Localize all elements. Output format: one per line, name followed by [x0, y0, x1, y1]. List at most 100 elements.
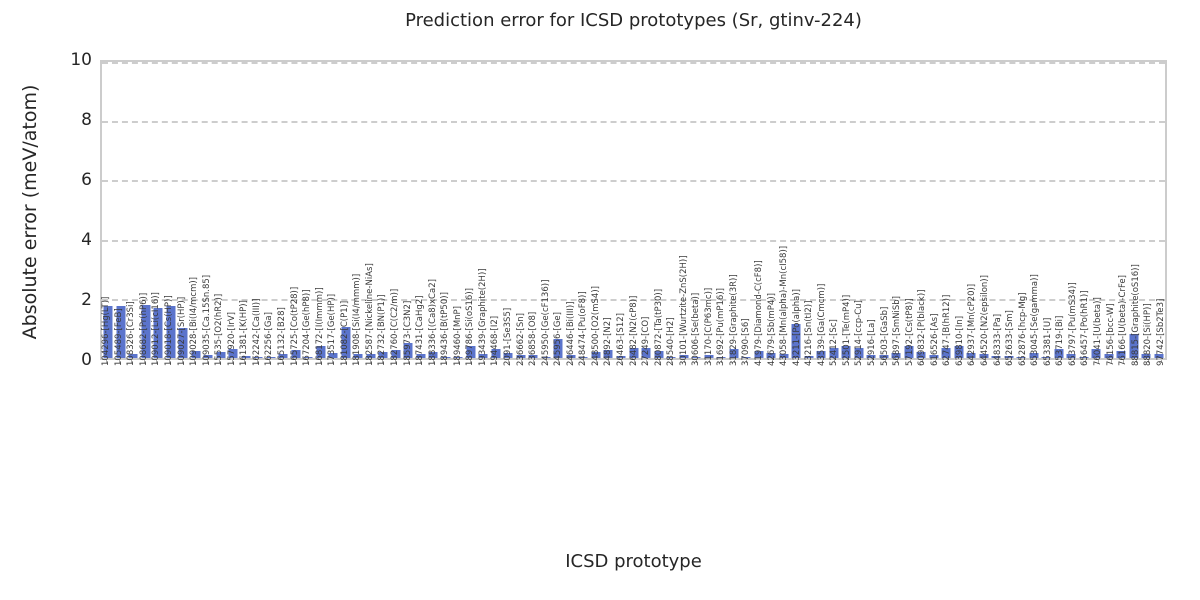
x-tick-label: 109018-[Cs(HP)] — [164, 295, 175, 366]
bar — [1004, 355, 1014, 358]
bar — [491, 349, 501, 358]
x-tick-mark — [420, 360, 422, 363]
bar — [829, 348, 839, 358]
x-tick-mark — [231, 360, 233, 363]
x-tick-label: 109027-[Sr(HP)] — [176, 296, 187, 366]
x-tick-label: 189436-[B(tP50)] — [440, 292, 451, 366]
x-tick-label: 168172-[I(Immm)] — [314, 287, 325, 366]
x-tick-mark — [118, 360, 120, 363]
x-tick-label: 76156-[bcc-W] — [1105, 303, 1116, 366]
x-tick-mark — [683, 360, 685, 363]
x-tick-label: 189460-[MnP] — [452, 306, 463, 366]
x-tick-label: 41979-[Diamond-C(cF8)] — [754, 260, 765, 366]
x-tick-label: 88815-[Graphite(oS16)] — [1130, 264, 1141, 366]
x-tick-mark — [507, 360, 509, 363]
x-tick-label: 248474-[Pu(oF8)] — [578, 291, 589, 366]
x-tick-mark — [972, 360, 974, 363]
x-tick-label: 656457-[Po(hR1)] — [1080, 290, 1091, 366]
bar — [1054, 349, 1064, 358]
x-tick-mark — [445, 360, 447, 363]
grid-line — [102, 121, 1165, 124]
x-tick-mark — [394, 360, 396, 363]
x-tick-mark — [884, 360, 886, 363]
x-tick-mark — [294, 360, 296, 363]
x-tick-mark — [708, 360, 710, 363]
x-tick-mark — [1097, 360, 1099, 363]
x-tick-label: 15535-[O2(hR2)] — [214, 293, 225, 366]
x-tick-label: 181908-[Si(I4/mmm)] — [352, 273, 363, 366]
bar — [241, 355, 251, 358]
x-tick-label: 185973-[C3N2] — [402, 300, 413, 366]
bar — [428, 352, 438, 358]
x-tick-label: 108326-[Cr3Si] — [126, 301, 137, 366]
bar — [516, 355, 526, 358]
x-tick-label: 162242-[Ca(III)] — [251, 298, 262, 366]
x-tick-label: 105489-[FeB] — [113, 308, 124, 366]
x-tick-mark — [432, 360, 434, 363]
bar — [854, 348, 864, 358]
x-tick-mark — [369, 360, 371, 363]
bar — [453, 357, 463, 358]
bar — [203, 355, 213, 358]
x-tick-mark — [997, 360, 999, 363]
bar — [1029, 353, 1039, 358]
x-tick-mark — [959, 360, 961, 363]
x-tick-mark — [344, 360, 346, 363]
bar — [1141, 353, 1151, 358]
x-tick-mark — [1010, 360, 1012, 363]
x-tick-label: 245950-[Ge(cF136)] — [540, 279, 551, 366]
bar — [153, 307, 163, 358]
x-tick-label: 109035-[Ca.15Sn.85] — [201, 274, 212, 366]
bar — [116, 306, 126, 358]
x-tick-mark — [658, 360, 660, 363]
x-tick-label: 248500-[O2(mS4)] — [590, 286, 601, 366]
x-tick-mark — [633, 360, 635, 363]
x-tick-label: 245956-[Ge] — [553, 312, 564, 366]
x-tick-label: 43539-[Ga(Cmcm)] — [816, 283, 827, 366]
x-tick-label: 76166-[U(beta)-CrFe] — [1118, 275, 1129, 366]
bar — [1154, 353, 1164, 358]
grid-line — [102, 298, 1165, 301]
x-tick-label: 188336-[(Ca8)xCa2] — [427, 279, 438, 366]
bar — [841, 346, 851, 358]
bar — [191, 350, 201, 358]
x-tick-mark — [131, 360, 133, 363]
bar — [128, 353, 138, 358]
bar — [616, 355, 626, 358]
x-tick-mark — [696, 360, 698, 363]
x-tick-label: 24892-[N2] — [603, 317, 614, 366]
bar — [591, 352, 601, 358]
x-tick-mark — [106, 360, 108, 363]
chart-title: Prediction error for ICSD prototypes (Sr… — [405, 10, 862, 31]
bar — [528, 355, 538, 358]
x-tick-label: 43058-[Mn(alpha)-Mn(cI58)] — [779, 245, 790, 366]
bar — [141, 304, 151, 358]
x-tick-label: 76041-[U(beta)] — [1092, 297, 1103, 366]
x-tick-label: 43211-[Po(alpha)] — [791, 289, 802, 366]
x-tick-mark — [482, 360, 484, 363]
x-tick-mark — [1060, 360, 1062, 363]
bar — [1079, 357, 1089, 358]
x-tick-label: 165132-[B28] — [277, 307, 288, 366]
x-tick-mark — [219, 360, 221, 363]
bar — [316, 346, 326, 358]
x-tick-label: 236858-[O8] — [528, 311, 539, 366]
bar — [904, 346, 914, 358]
bar — [654, 350, 663, 358]
x-tick-mark — [984, 360, 986, 363]
x-tick-label: 108682-[Pr(hP6)] — [138, 292, 149, 366]
x-tick-mark — [1047, 360, 1049, 363]
x-tick-mark — [206, 360, 208, 363]
x-tick-mark — [269, 360, 271, 363]
x-tick-mark — [583, 360, 585, 363]
bar — [166, 306, 176, 358]
bar — [553, 338, 563, 358]
bar — [103, 306, 113, 358]
bar — [1104, 353, 1114, 358]
x-tick-label: 52916-[La] — [867, 319, 877, 366]
bar — [578, 357, 588, 358]
x-tick-mark — [1035, 360, 1037, 363]
bar — [228, 349, 238, 358]
bar — [391, 350, 401, 358]
x-tick-label: 52914-[ccp-Cu] — [854, 300, 865, 366]
